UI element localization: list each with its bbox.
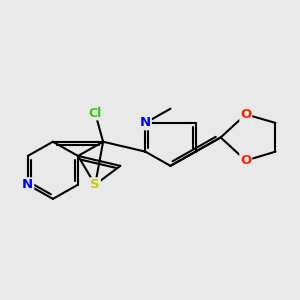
Text: O: O bbox=[240, 108, 251, 121]
Text: Cl: Cl bbox=[88, 106, 102, 119]
Text: S: S bbox=[90, 178, 100, 191]
Text: N: N bbox=[22, 178, 33, 191]
Text: N: N bbox=[140, 116, 151, 129]
Text: O: O bbox=[240, 154, 251, 167]
